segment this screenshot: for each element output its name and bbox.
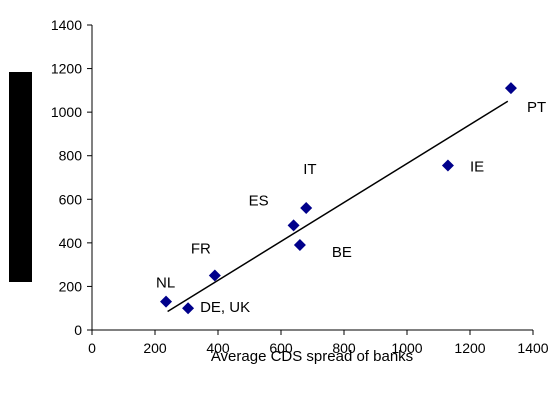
x-axis-ticks: 0 200 400 600 800 1000 1200 1400	[88, 330, 549, 356]
x-tick-label: 1000	[391, 340, 422, 356]
data-point-be	[293, 239, 306, 252]
data-point-ie	[441, 159, 454, 172]
point-label-it: IT	[303, 161, 316, 178]
point-label-es: ES	[249, 192, 269, 209]
data-point-fr	[208, 269, 221, 282]
y-tick-label: 1200	[51, 61, 82, 77]
x-tick-label: 0	[88, 340, 96, 356]
y-tick-label: 0	[74, 322, 82, 338]
x-tick-label: 1400	[517, 340, 548, 356]
y-tick-label: 400	[59, 235, 83, 251]
data-point-nl	[160, 295, 173, 308]
trend-line	[167, 100, 509, 313]
point-label-nl: NL	[156, 275, 175, 292]
redaction-bar	[9, 72, 32, 282]
y-tick-label: 1400	[51, 17, 82, 33]
y-tick-label: 600	[59, 191, 83, 207]
data-points	[160, 82, 517, 315]
x-tick-label: 400	[206, 340, 230, 356]
y-tick-label: 800	[59, 148, 83, 164]
point-label-de-uk: DE, UK	[200, 299, 250, 316]
point-label-be: BE	[332, 244, 352, 261]
point-label-ie: IE	[470, 159, 484, 176]
x-tick-label: 200	[143, 340, 167, 356]
y-axis-ticks: 0 200 400 600 800 1000 1200 1400	[51, 17, 92, 338]
data-point-de-uk	[182, 302, 195, 315]
y-tick-label: 200	[59, 278, 83, 294]
x-axis-label: Average CDS spread of banks	[211, 348, 413, 365]
x-tick-label: 600	[269, 340, 293, 356]
y-tick-label: 1000	[51, 104, 82, 120]
x-tick-label: 1200	[454, 340, 485, 356]
data-point-es	[287, 219, 300, 232]
point-labels: NL DE, UK FR ES IT BE IE PT	[156, 99, 546, 316]
data-point-pt	[504, 82, 517, 95]
x-tick-label: 800	[332, 340, 356, 356]
data-point-it	[300, 202, 313, 214]
point-label-pt: PT	[527, 99, 546, 116]
point-label-fr: FR	[191, 241, 211, 258]
